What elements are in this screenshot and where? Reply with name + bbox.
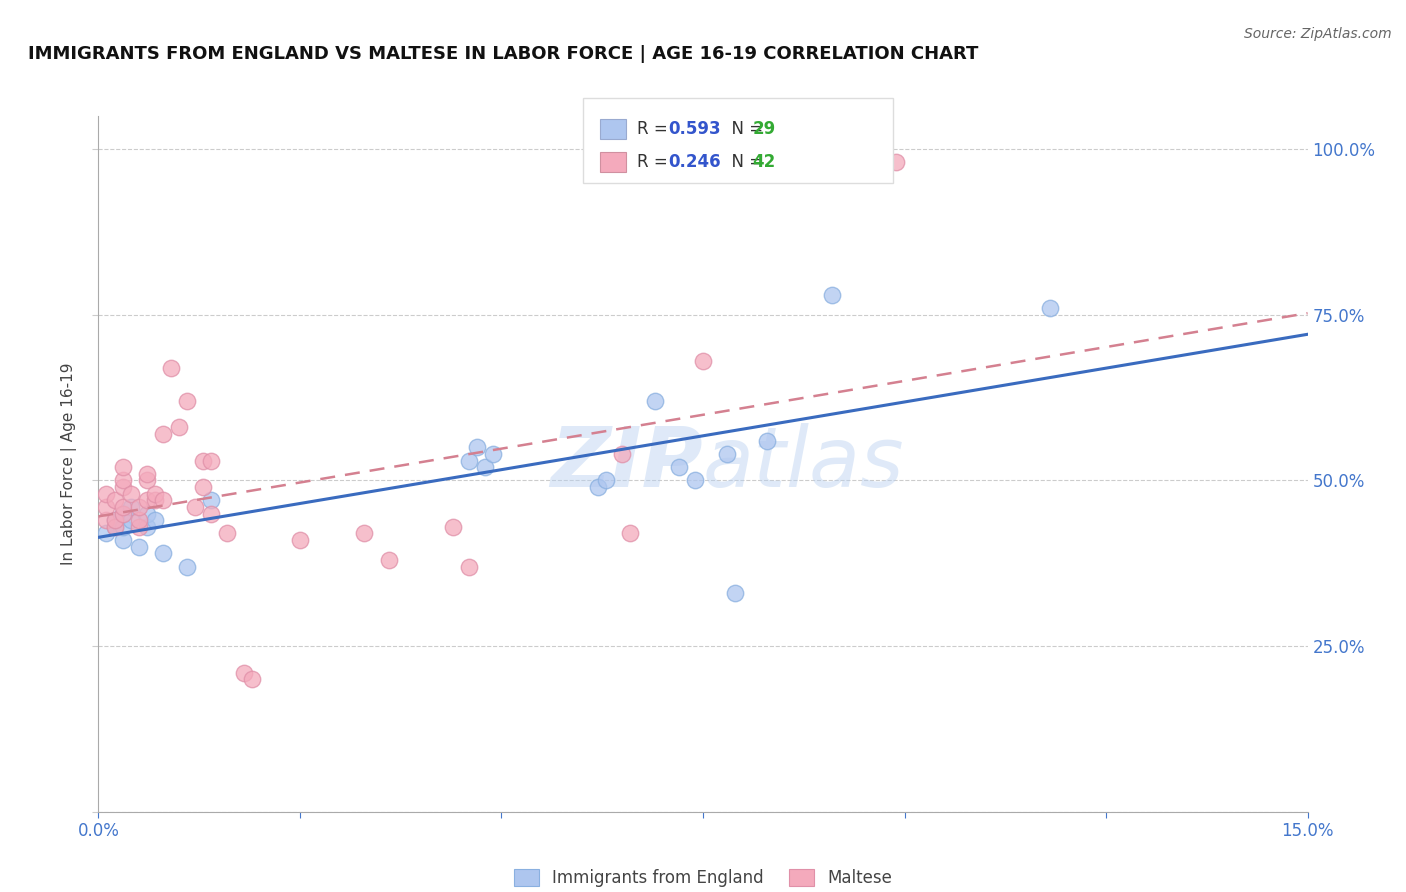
Point [595,474,617,488]
Point [232,665,254,680]
Point [128,520,150,534]
Text: R =: R = [637,120,673,137]
Point [111,460,134,475]
Text: N =: N = [721,120,769,137]
Point [103,513,125,527]
Point [120,500,142,514]
Point [111,500,134,514]
Text: 29: 29 [752,120,776,137]
Point [96,500,118,514]
Point [96,486,118,500]
Point [644,393,666,408]
Point [612,447,634,461]
Point [152,493,174,508]
Point [217,526,239,541]
Point [143,493,166,508]
Point [143,513,166,527]
Point [103,493,125,508]
Point [886,155,908,169]
Point [176,559,198,574]
Point [668,460,690,475]
Point [96,513,118,527]
Legend: Immigrants from England, Maltese: Immigrants from England, Maltese [508,863,898,892]
Point [111,480,134,494]
Point [103,520,125,534]
Y-axis label: In Labor Force | Age 16-19: In Labor Force | Age 16-19 [60,362,77,566]
Point [96,526,118,541]
Text: N =: N = [721,153,769,171]
Point [458,559,481,574]
Point [111,520,134,534]
Point [353,526,375,541]
Point [111,507,134,521]
Point [143,486,166,500]
Point [135,507,157,521]
Point [692,354,714,368]
Point [135,493,157,508]
Text: Source: ZipAtlas.com: Source: ZipAtlas.com [1244,27,1392,41]
Point [619,526,641,541]
Point [482,447,505,461]
Text: atlas: atlas [703,424,904,504]
Point [152,427,174,442]
Point [716,447,738,461]
Point [193,453,215,467]
Point [458,453,481,467]
Point [135,520,157,534]
Point [128,500,150,514]
Point [128,540,150,554]
Point [120,486,142,500]
Point [111,533,134,547]
Point [1039,301,1062,315]
Point [135,474,157,488]
Text: 0.593: 0.593 [668,120,720,137]
Point [193,480,215,494]
Text: ZIP: ZIP [550,424,703,504]
Point [240,672,263,686]
Point [474,460,496,475]
Point [821,288,844,302]
Point [377,553,399,567]
Point [176,393,198,408]
Point [111,507,134,521]
Point [441,520,464,534]
Point [200,493,222,508]
Point [586,480,609,494]
Text: IMMIGRANTS FROM ENGLAND VS MALTESE IN LABOR FORCE | AGE 16-19 CORRELATION CHART: IMMIGRANTS FROM ENGLAND VS MALTESE IN LA… [28,45,979,62]
Point [160,360,183,375]
Text: R =: R = [637,153,673,171]
Point [288,533,311,547]
Point [152,546,174,560]
Point [103,513,125,527]
Point [120,513,142,527]
Point [756,434,779,448]
Point [111,474,134,488]
Point [200,507,222,521]
Text: 42: 42 [752,153,776,171]
Point [200,453,222,467]
Point [465,440,488,454]
Point [167,420,190,434]
Point [128,513,150,527]
Point [184,500,207,514]
Text: 0.246: 0.246 [668,153,720,171]
Point [683,474,706,488]
Point [724,586,747,600]
Point [135,467,157,481]
Point [103,520,125,534]
